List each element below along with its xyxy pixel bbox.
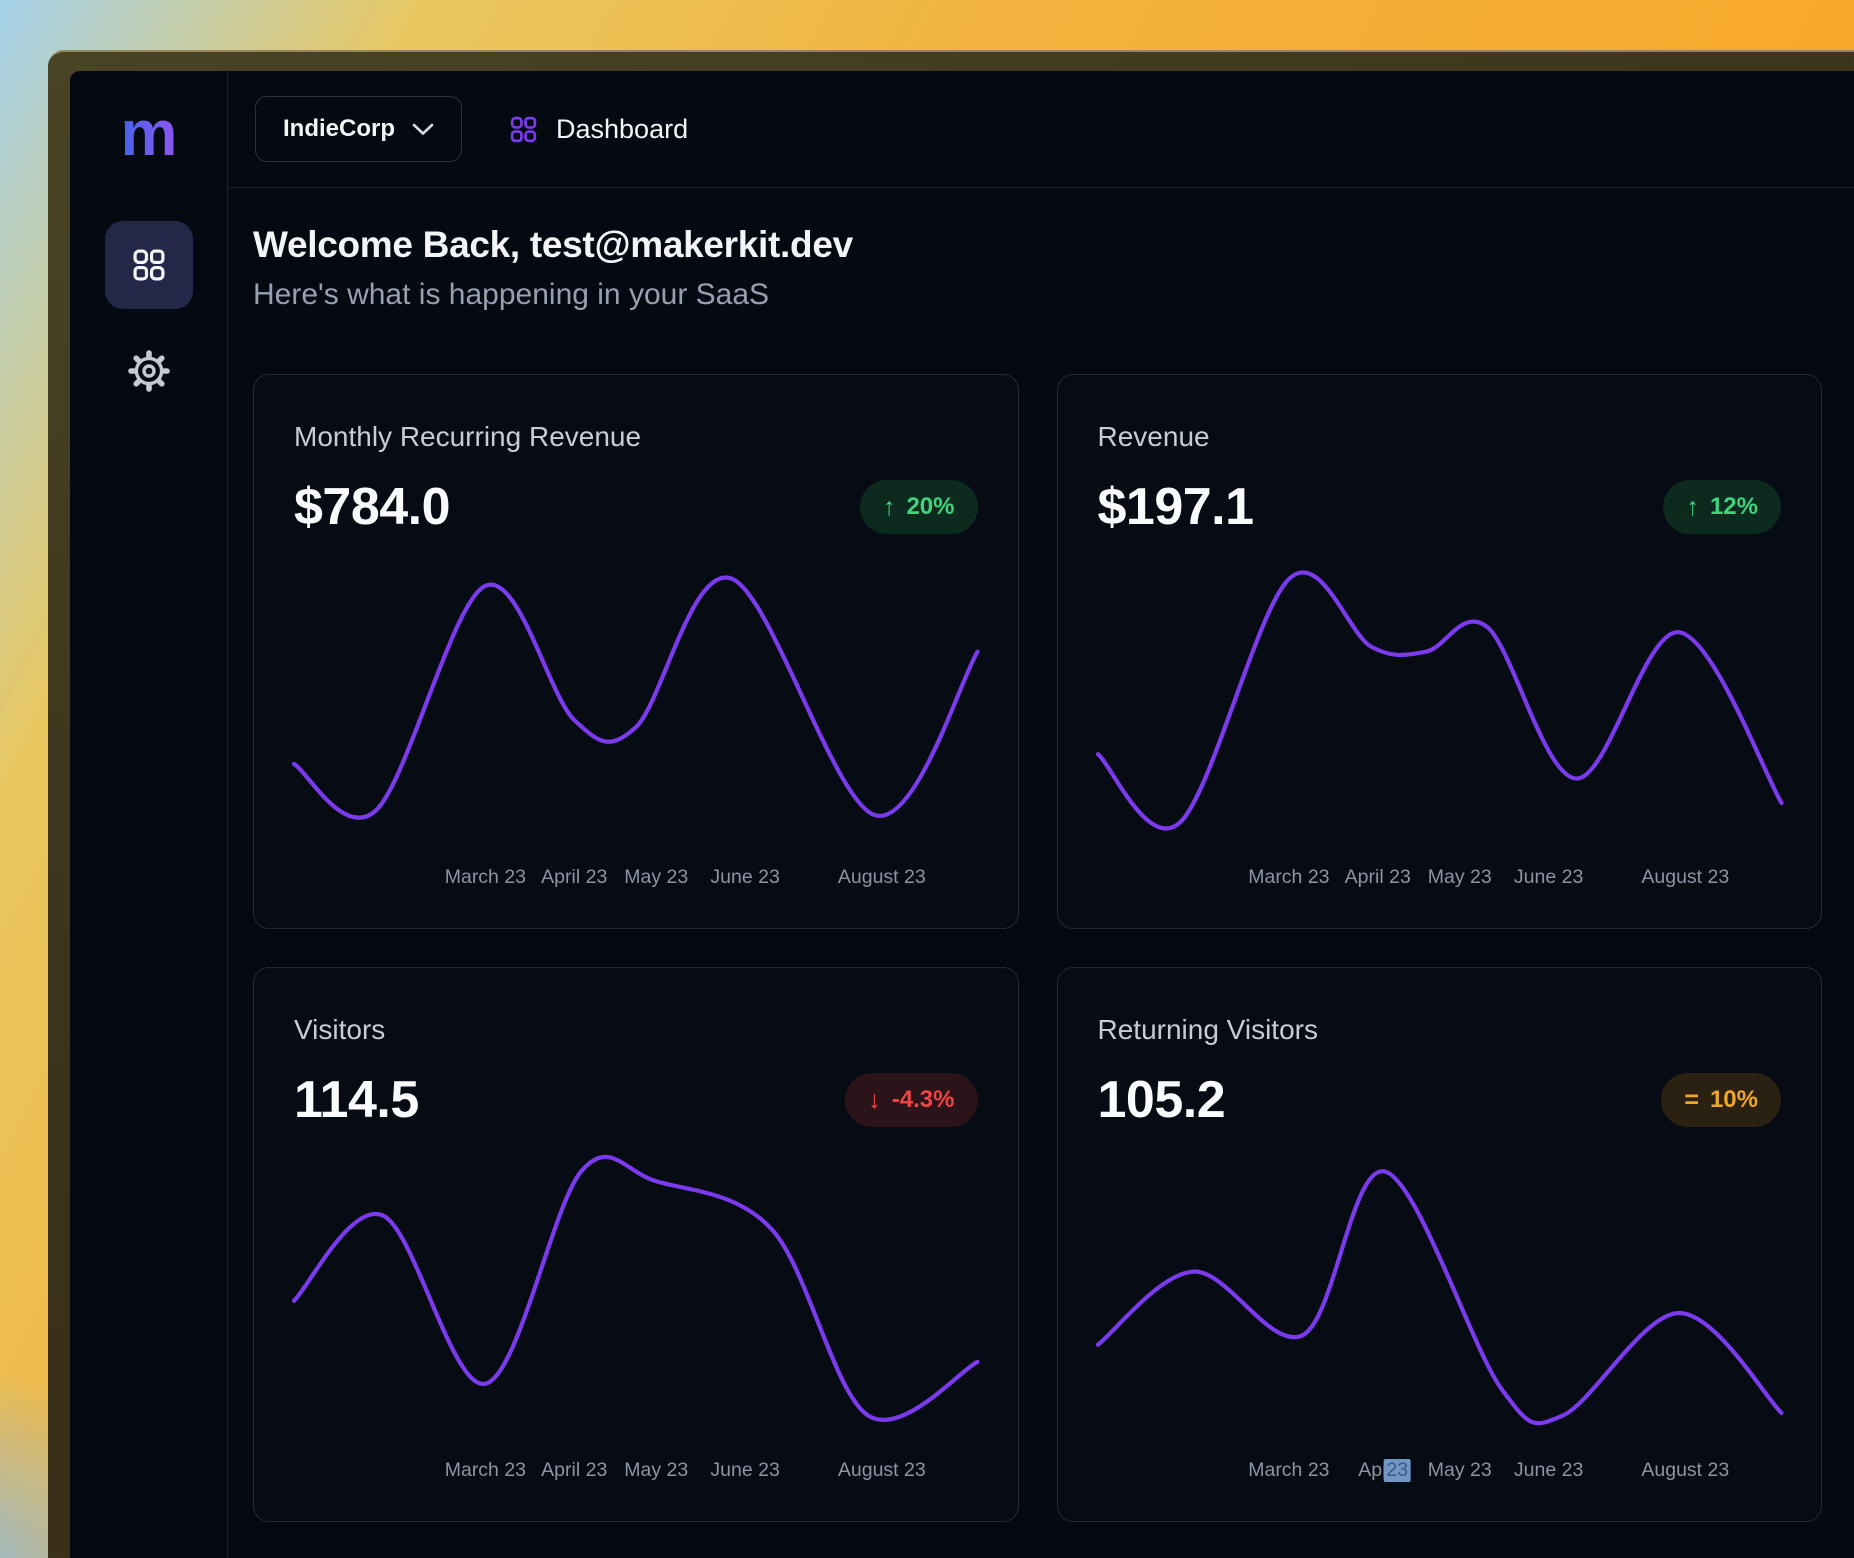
sidebar: m xyxy=(70,71,228,1558)
x-axis-label: March 23 xyxy=(444,1459,527,1481)
chart-line-svg xyxy=(294,557,978,844)
x-axis-label: August 23 xyxy=(837,1459,926,1481)
welcome-subheading: Here's what is happening in your SaaS xyxy=(253,278,770,311)
x-axis-label: August 23 xyxy=(837,866,926,888)
x-axis-label: April 23 xyxy=(541,1459,608,1481)
line-chart: March 23 April 23 May 23 June 23 August 23 xyxy=(294,1136,978,1499)
trend-badge: ↑ 12% xyxy=(1663,480,1781,534)
card-title: Visitors xyxy=(294,1014,386,1045)
x-axis-label: June 23 xyxy=(710,866,780,888)
x-axis-labels: March 23 April 23 May 23 June 23 August 23 xyxy=(294,866,978,892)
x-axis-label: April 23 xyxy=(541,866,608,888)
x-axis-labels: March 23 April 23 May 23 June 23 August 23 xyxy=(1098,866,1782,892)
chart-line-svg xyxy=(1098,557,1782,844)
trend-badge: ↑ 20% xyxy=(859,480,978,534)
trend-down-icon: ↓ xyxy=(868,1085,881,1114)
x-axis-labels: March 23 April 23 May 23 June 23 August 23 xyxy=(1098,1459,1782,1485)
x-axis-label: August 23 xyxy=(1641,1459,1730,1481)
page-breadcrumb: Dashboard xyxy=(508,114,688,145)
card-value-row: $784.0 ↑ 20% xyxy=(294,477,978,537)
x-axis-label: May 23 xyxy=(624,1459,689,1481)
trend-badge: ↓ -4.3% xyxy=(845,1073,978,1127)
welcome-heading: Welcome Back, test@makerkit.dev xyxy=(253,224,853,265)
card-value: 105.2 xyxy=(1097,1071,1226,1129)
trend-up-icon: ↑ xyxy=(882,492,896,521)
cards-grid: Monthly Recurring Revenue $784.0 ↑ 20% M… xyxy=(253,374,1822,1522)
card-title: Revenue xyxy=(1097,421,1210,452)
x-axis-label: May 23 xyxy=(1427,866,1492,888)
trend-value: 12% xyxy=(1709,493,1758,520)
makerkit-logo: m xyxy=(120,97,178,169)
main-area: IndieCorp xyxy=(228,71,1854,1558)
dashboard-content: Welcome Back, test@makerkit.dev Here's w… xyxy=(228,188,1854,1558)
chart-line-svg xyxy=(1098,1150,1782,1437)
stat-card: Returning Visitors 105.2 = 10% March 23 A… xyxy=(1056,967,1822,1522)
card-value: $197.1 xyxy=(1097,478,1255,536)
team-selector-button[interactable]: IndieCorp xyxy=(255,96,462,162)
chart-line-svg xyxy=(294,1150,978,1437)
x-axis-label: May 23 xyxy=(1427,1459,1492,1481)
dashboard-grid-icon xyxy=(132,249,165,281)
x-axis-label: June 23 xyxy=(1513,1459,1584,1481)
x-axis-label: March 23 xyxy=(1248,1459,1330,1481)
card-value-row: $197.1 ↑ 12% xyxy=(1097,477,1781,537)
chevron-down-icon xyxy=(412,123,434,135)
sidebar-item-dashboard[interactable] xyxy=(104,221,193,309)
topbar: IndieCorp xyxy=(228,71,1854,188)
x-axis-label: June 23 xyxy=(1513,866,1584,888)
stat-card: Visitors 114.5 ↓ -4.3% March 23 April 23 M… xyxy=(253,967,1019,1522)
card-value: 114.5 xyxy=(294,1071,419,1129)
selected-text: 23 xyxy=(1383,1459,1412,1482)
x-axis-label: August 23 xyxy=(1641,866,1730,888)
x-axis-label: May 23 xyxy=(624,866,689,888)
settings-gear-icon xyxy=(127,350,170,392)
stat-card: Revenue $197.1 ↑ 12% March 23 April 23 May… xyxy=(1056,374,1822,929)
trend-value: 10% xyxy=(1709,1086,1758,1113)
card-title: Monthly Recurring Revenue xyxy=(294,421,642,452)
line-chart: March 23 April 23 May 23 June 23 August 23 xyxy=(1098,543,1782,906)
line-chart: March 23 April 23 May 23 June 23 August 23 xyxy=(1098,1136,1782,1499)
team-name: IndieCorp xyxy=(283,115,395,142)
page-title: Dashboard xyxy=(556,113,689,144)
x-axis-label: April 23 xyxy=(1344,866,1411,888)
card-value-row: 114.5 ↓ -4.3% xyxy=(294,1070,978,1130)
card-value: $784.0 xyxy=(294,478,451,536)
app-window: m xyxy=(48,50,1854,1558)
x-axis-label: June 23 xyxy=(710,1459,780,1481)
trend-flat-icon: = xyxy=(1684,1085,1699,1114)
card-value-row: 105.2 = 10% xyxy=(1097,1070,1781,1130)
x-axis-labels: March 23 April 23 May 23 June 23 August 23 xyxy=(294,1459,978,1485)
sidebar-item-settings[interactable] xyxy=(105,327,193,415)
stat-card: Monthly Recurring Revenue $784.0 ↑ 20% M… xyxy=(253,374,1019,929)
app-root: m xyxy=(70,71,1854,1558)
x-axis-label: March 23 xyxy=(444,866,527,888)
x-axis-label: March 23 xyxy=(1248,866,1330,888)
card-title: Returning Visitors xyxy=(1097,1014,1318,1045)
trend-badge: = 10% xyxy=(1661,1073,1781,1127)
trend-value: 20% xyxy=(906,493,955,520)
trend-up-icon: ↑ xyxy=(1686,492,1699,521)
line-chart: March 23 April 23 May 23 June 23 August 23 xyxy=(294,543,978,906)
trend-value: -4.3% xyxy=(891,1086,955,1113)
x-axis-label: April 23 xyxy=(1358,1459,1412,1482)
dashboard-icon xyxy=(510,116,537,142)
